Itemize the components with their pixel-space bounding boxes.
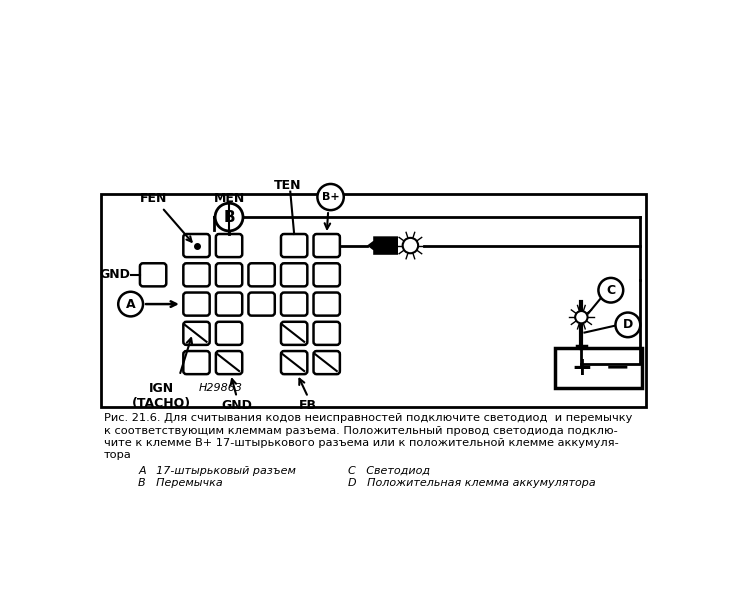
FancyBboxPatch shape <box>314 322 340 345</box>
FancyBboxPatch shape <box>183 292 209 315</box>
Text: к соответствующим клеммам разъема. Положительный провод светодиода подклю-: к соответствующим клеммам разъема. Полож… <box>104 426 617 436</box>
FancyBboxPatch shape <box>248 292 275 315</box>
Text: GND: GND <box>100 269 131 281</box>
FancyBboxPatch shape <box>216 234 243 257</box>
Text: H29863: H29863 <box>199 384 243 393</box>
Text: FEN: FEN <box>140 192 192 242</box>
FancyBboxPatch shape <box>183 322 209 345</box>
Circle shape <box>576 311 587 323</box>
FancyBboxPatch shape <box>183 263 209 286</box>
FancyBboxPatch shape <box>281 351 307 374</box>
Text: тора: тора <box>104 451 132 460</box>
FancyBboxPatch shape <box>183 351 209 374</box>
Text: +: + <box>571 356 592 380</box>
Text: A   17-штырьковый разъем: A 17-штырьковый разъем <box>138 466 296 476</box>
FancyBboxPatch shape <box>216 292 243 315</box>
Circle shape <box>615 312 640 337</box>
Polygon shape <box>367 236 398 255</box>
FancyBboxPatch shape <box>281 263 307 286</box>
FancyBboxPatch shape <box>281 292 307 315</box>
Text: TEN: TEN <box>274 178 301 192</box>
Text: IGN
(TACHO): IGN (TACHO) <box>132 382 191 410</box>
Text: GND: GND <box>221 399 252 412</box>
Text: B   Перемычка: B Перемычка <box>138 478 223 488</box>
FancyBboxPatch shape <box>183 234 209 257</box>
Circle shape <box>598 278 623 303</box>
Text: MEN: MEN <box>213 192 245 205</box>
FancyBboxPatch shape <box>281 234 307 257</box>
FancyBboxPatch shape <box>314 351 340 374</box>
FancyBboxPatch shape <box>314 263 340 286</box>
Text: чите к клемме В+ 17-штырькового разъема или к положительной клемме аккумуля-: чите к клемме В+ 17-штырькового разъема … <box>104 438 618 448</box>
FancyBboxPatch shape <box>140 263 166 286</box>
Text: C   Светодиод: C Светодиод <box>348 466 430 476</box>
FancyBboxPatch shape <box>314 234 340 257</box>
Circle shape <box>318 184 344 210</box>
Text: D: D <box>623 319 633 331</box>
Bar <box>101 194 646 407</box>
Text: −: − <box>605 353 631 382</box>
Text: FB: FB <box>299 399 317 412</box>
FancyBboxPatch shape <box>216 322 243 345</box>
Text: B+: B+ <box>322 192 340 202</box>
Text: D   Положительная клемма аккумулятора: D Положительная клемма аккумулятора <box>348 478 595 488</box>
Text: Рис. 21.6. Для считывания кодов неисправностей подключите светодиод  и перемычку: Рис. 21.6. Для считывания кодов неисправ… <box>104 414 632 423</box>
Circle shape <box>215 203 243 231</box>
Bar <box>556 348 642 388</box>
FancyBboxPatch shape <box>216 351 243 374</box>
Text: A: A <box>126 298 135 311</box>
FancyBboxPatch shape <box>248 263 275 286</box>
FancyBboxPatch shape <box>216 263 243 286</box>
Text: C: C <box>606 284 615 297</box>
Text: B: B <box>223 209 235 225</box>
Circle shape <box>118 292 143 317</box>
FancyBboxPatch shape <box>314 292 340 315</box>
FancyBboxPatch shape <box>281 322 307 345</box>
Circle shape <box>403 238 418 253</box>
